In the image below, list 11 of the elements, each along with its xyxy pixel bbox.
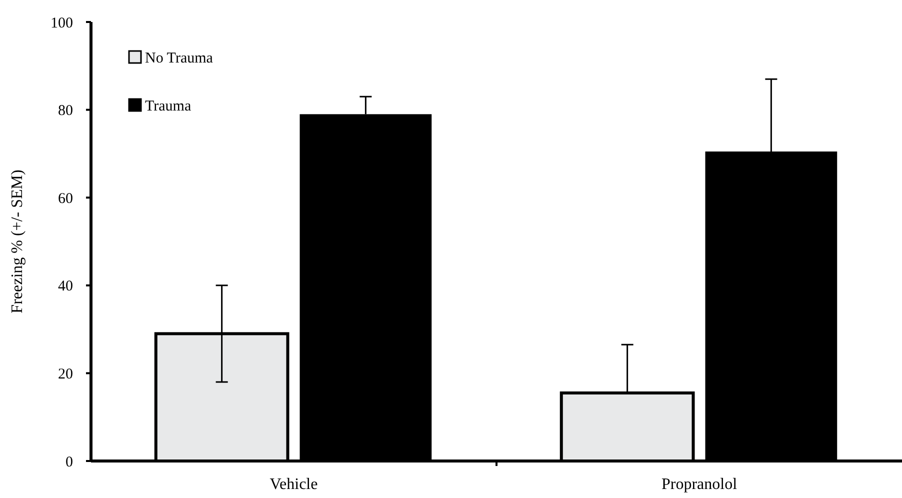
legend-label: Trauma	[145, 98, 192, 114]
y-tick-label: 60	[58, 190, 73, 207]
x-tick-label: Vehicle	[270, 476, 318, 493]
y-tick-label: 40	[58, 278, 73, 295]
x-tick-label: Propranolol	[661, 476, 738, 493]
y-tick-label: 80	[58, 103, 73, 120]
y-tick-label: 100	[50, 15, 73, 32]
y-axis-title: Freezing % (+/- SEM)	[9, 170, 26, 314]
legend-label: No Trauma	[145, 50, 214, 66]
y-tick-label: 20	[58, 366, 73, 382]
y-tick-label: 0	[66, 454, 73, 470]
